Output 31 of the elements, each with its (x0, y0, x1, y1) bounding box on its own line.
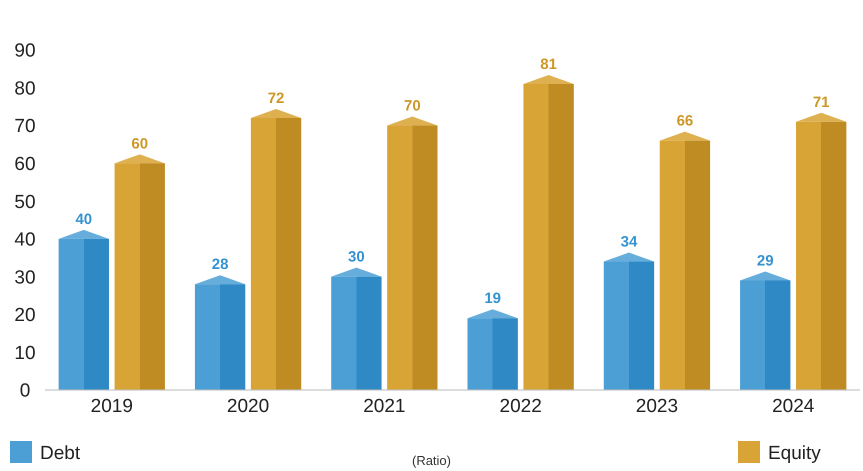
x-tick-label: 2020 (226, 396, 270, 417)
data-label: 72 (268, 90, 284, 107)
y-tick-label: 40 (14, 230, 36, 251)
legend-label: Equity (768, 443, 822, 464)
y-tick-label: 50 (14, 192, 36, 213)
y-tick-label: 90 (14, 40, 36, 62)
y-tick-label: 0 (20, 380, 30, 402)
data-label: 30 (348, 248, 365, 266)
data-label: 60 (131, 135, 148, 152)
data-label: 29 (756, 252, 774, 270)
y-tick-label: 70 (14, 116, 36, 138)
x-tick-label: 2022 (500, 396, 542, 417)
x-tick-label: 2021 (363, 396, 406, 417)
text: (Ratio) (412, 453, 452, 468)
legend-label: Debt (40, 443, 81, 464)
data-label: 19 (484, 290, 502, 308)
x-tick-label: 2023 (636, 396, 678, 417)
x-tick-label: 2024 (772, 396, 815, 417)
y-tick-label: 30 (14, 267, 36, 288)
y-tick-label: 80 (14, 78, 36, 100)
data-label: 28 (212, 256, 228, 274)
data-label: 66 (676, 112, 694, 130)
data-label: 34 (620, 234, 638, 251)
x-tick-label: 2019 (90, 396, 133, 417)
data-label: 40 (75, 210, 92, 228)
y-tick-label: 20 (14, 305, 36, 326)
data-label: 70 (404, 98, 421, 115)
data-label: 81 (540, 56, 557, 73)
y-tick-label: 10 (14, 342, 36, 364)
data-label: 71 (812, 94, 830, 111)
y-tick-label: 60 (14, 154, 36, 175)
